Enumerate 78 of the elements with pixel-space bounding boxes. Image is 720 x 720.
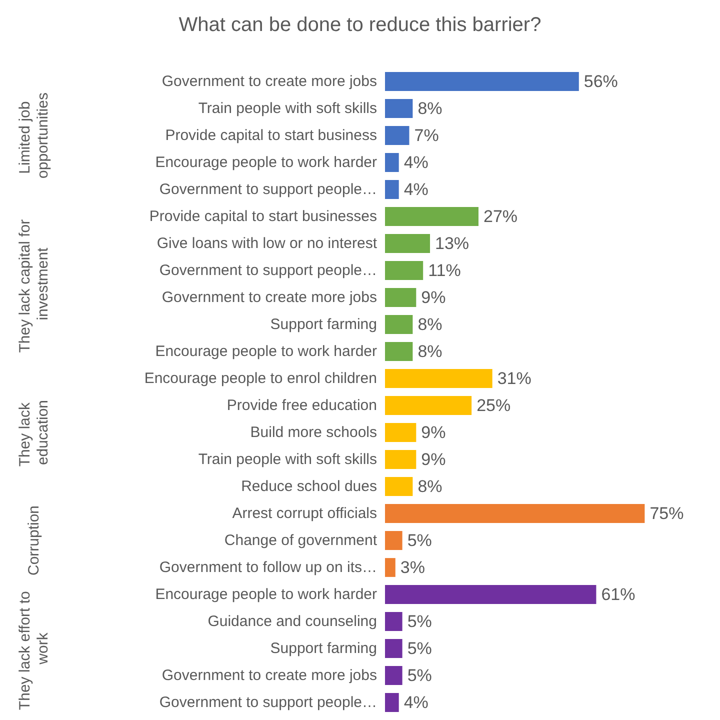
y-tick-label: Government to support people…: [159, 181, 377, 198]
data-label: 5%: [407, 666, 432, 685]
y-tick-label: Give loans with low or no interest: [156, 235, 378, 252]
y-tick-label: Government to create more jobs: [162, 667, 377, 684]
data-label: 8%: [418, 315, 442, 334]
y-tick-label: Build more schools: [250, 424, 377, 441]
data-label: 5%: [407, 612, 432, 631]
data-label: 13%: [435, 234, 470, 253]
data-label: 9%: [421, 288, 446, 307]
bar: [385, 666, 402, 685]
data-label: 31%: [497, 369, 532, 388]
bar: [385, 558, 396, 577]
text: They lack education: [16, 398, 52, 467]
y-tick-label: Government to create more jobs: [162, 289, 377, 306]
y-tick-label: Train people with soft skills: [198, 451, 377, 468]
y-tick-label: Encourage people to work harder: [155, 586, 377, 603]
data-label: 7%: [414, 126, 439, 145]
bar: [385, 693, 399, 712]
bar: [385, 504, 645, 523]
data-label: 3%: [400, 558, 425, 577]
data-label: 4%: [404, 180, 428, 199]
y-tick-label: Provide free education: [226, 397, 377, 414]
y-tick-label: Encourage people to enrol children: [144, 370, 377, 387]
y-tick-label: Government to support people…: [159, 262, 377, 279]
bar: [385, 342, 413, 361]
y-tick-label: Reduce school dues: [241, 478, 377, 495]
bar: [385, 531, 402, 550]
bar: [385, 315, 413, 334]
data-label: 8%: [418, 342, 442, 361]
bar: [385, 153, 399, 172]
data-label: 25%: [476, 396, 511, 415]
y-tick-label: Support farming: [270, 640, 377, 657]
bar: [385, 396, 472, 415]
bar: [385, 639, 402, 658]
data-label: 27%: [483, 207, 518, 226]
bar: [385, 126, 410, 145]
data-label: 75%: [650, 504, 684, 523]
y-tick-label: Encourage people to work harder: [155, 343, 377, 360]
data-label: 5%: [407, 639, 432, 658]
bar: [385, 423, 416, 442]
y-tick-label: Government to follow up on its…: [159, 559, 377, 576]
bar: [385, 180, 399, 199]
bar: [385, 585, 596, 604]
bar: [385, 234, 430, 253]
bar: [385, 72, 579, 91]
data-label: 9%: [421, 423, 446, 442]
data-label: 5%: [407, 531, 432, 550]
bar: [385, 369, 492, 388]
y-tick-label: Provide capital to start businesses: [149, 208, 377, 225]
y-tick-label: Change of government: [224, 532, 378, 549]
bar: [385, 288, 416, 307]
bar: [385, 612, 402, 631]
data-label: 11%: [428, 261, 461, 280]
bar: [385, 477, 413, 496]
text: They lack capital for investment: [16, 215, 52, 353]
text: Corruption: [26, 505, 42, 576]
y-tick-label: Guidance and counseling: [208, 613, 377, 630]
y-tick-label: Government to support people…: [159, 694, 377, 711]
y-tick-label: Train people with soft skills: [198, 100, 377, 117]
chart-title: What can be done to reduce this barrier?: [178, 14, 542, 36]
y-tick-label: Government to create more jobs: [162, 73, 377, 90]
data-label: 8%: [418, 99, 442, 118]
data-label: 9%: [421, 450, 446, 469]
bar: [385, 261, 424, 280]
y-tick-label: Encourage people to work harder: [155, 154, 377, 171]
y-tick-label: Provide capital to start business: [165, 127, 377, 144]
text: Limited job opportunities: [16, 92, 52, 178]
data-label: 4%: [404, 153, 428, 172]
bar: [385, 99, 413, 118]
data-label: 8%: [418, 477, 442, 496]
bar: [385, 450, 416, 469]
data-label: 61%: [601, 585, 636, 604]
data-label: 4%: [404, 693, 428, 712]
y-tick-label: Support farming: [270, 316, 377, 333]
y-tick-label: Arrest corrupt officials: [232, 505, 377, 522]
data-label: 56%: [584, 72, 618, 91]
text: They lack effort to work: [16, 586, 52, 710]
bar: [385, 207, 478, 226]
